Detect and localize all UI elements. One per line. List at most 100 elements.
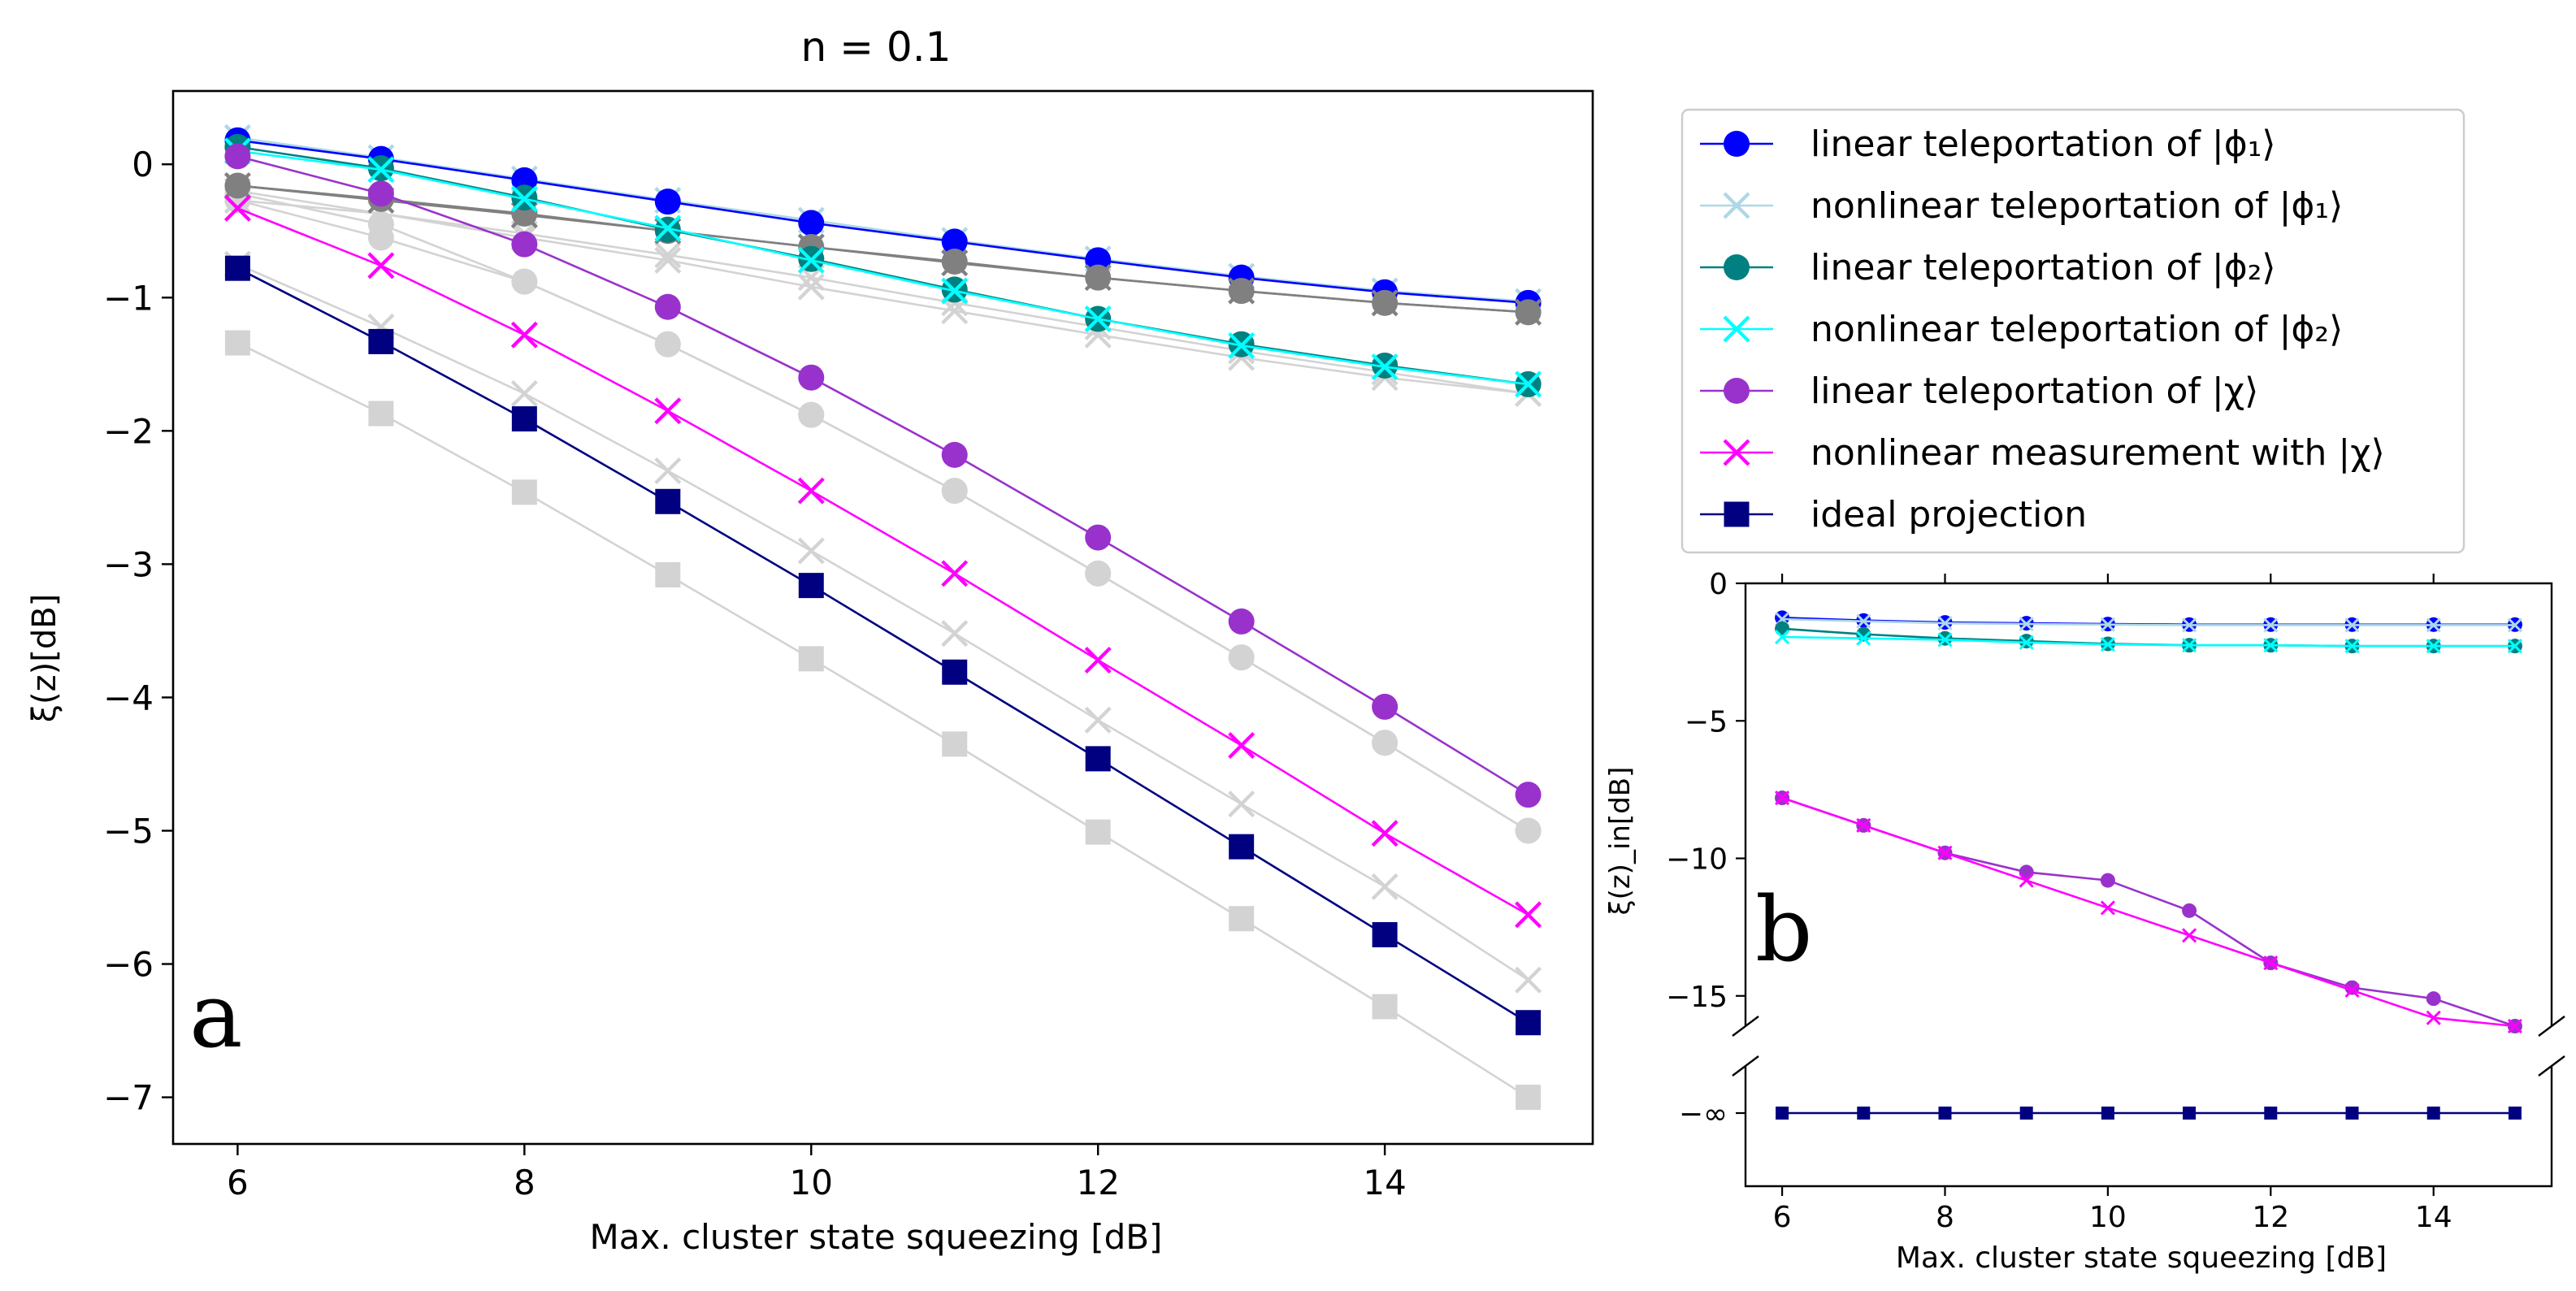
x-tick-label: 6	[1773, 1201, 1792, 1234]
panel-a-frame	[171, 89, 1594, 1146]
data-point	[223, 171, 251, 199]
data-point	[367, 180, 394, 207]
data-point	[510, 321, 538, 349]
panel-b-plot-area	[1775, 610, 2522, 1120]
y-tick-label: −15	[1666, 981, 1728, 1014]
data-point	[797, 246, 825, 274]
series-line	[237, 155, 1529, 796]
data-point	[2019, 1107, 2033, 1120]
data-point	[2182, 903, 2197, 918]
data-point	[511, 231, 538, 258]
data-point	[1516, 1010, 1542, 1036]
series-line	[237, 199, 1529, 395]
panel-b-label: b	[1755, 877, 1812, 981]
data-point	[654, 331, 681, 357]
data-point	[654, 246, 682, 274]
panel-b-axes: 6 8 10 12 14 0 −5 −10 −15 −∞	[1666, 568, 2565, 1234]
data-point	[1515, 817, 1542, 844]
data-point	[2344, 617, 2360, 633]
data-point	[1515, 370, 1542, 398]
data-point	[798, 210, 825, 236]
data-point	[1937, 616, 1953, 631]
data-point	[2426, 1010, 2441, 1025]
data-point	[797, 273, 825, 301]
data-point	[2426, 991, 2441, 1007]
axis-break-mark	[1732, 1016, 1759, 1037]
y-tick-label: 0	[1709, 568, 1728, 601]
data-point	[655, 562, 681, 588]
data-point	[2182, 617, 2197, 633]
legend-entry: nonlinear teleportation of |ϕ₁⟩	[1700, 185, 2343, 227]
series-line	[237, 199, 1529, 832]
data-point	[2263, 617, 2279, 633]
data-point	[2426, 617, 2441, 633]
data-point	[1856, 817, 1871, 833]
data-point	[941, 620, 969, 648]
data-point	[1515, 782, 1542, 808]
data-point	[1856, 613, 1871, 629]
data-point	[2019, 635, 2034, 650]
series-line	[236, 207, 1529, 916]
data-point	[1228, 644, 1255, 671]
series-line	[237, 149, 1529, 386]
data-point	[2019, 617, 2034, 632]
data-point	[1515, 298, 1542, 326]
legend: linear teleportation of |ϕ₁⟩ nonlinear te…	[1680, 108, 2465, 554]
data-point	[1515, 901, 1542, 929]
data-point	[2426, 639, 2441, 654]
data-point	[2100, 900, 2115, 916]
data-point	[941, 478, 968, 505]
panel-b-lower-frame	[1744, 1066, 2553, 1188]
data-point	[2183, 1107, 2197, 1120]
data-point	[654, 188, 681, 215]
data-point	[1775, 621, 1790, 636]
data-point	[2264, 1107, 2278, 1120]
data-point	[798, 646, 824, 672]
legend-label: nonlinear measurement with |χ⟩	[1811, 432, 2385, 474]
data-point	[1085, 819, 1111, 845]
data-point	[1228, 608, 1255, 635]
data-point	[511, 268, 538, 295]
data-point	[941, 228, 968, 255]
data-point	[1371, 873, 1399, 900]
legend-marker	[1724, 131, 1750, 157]
legend-entry: linear teleportation of |ϕ₂⟩	[1700, 247, 2276, 288]
panel-b-series-3	[1775, 629, 2522, 654]
data-point	[2426, 1107, 2440, 1120]
data-point	[510, 379, 538, 407]
data-point	[224, 255, 250, 281]
panel-a-chart: n = 0.1 6 8 10 12 14 0 −1 −2 −3 −4 −5 −6 −7 ξ(z)[dB]…	[26, 24, 1594, 1257]
legend-entry: nonlinear measurement with |χ⟩	[1700, 432, 2385, 474]
data-point	[1938, 1107, 1952, 1120]
data-point	[654, 293, 681, 320]
series-line	[236, 341, 1529, 1098]
data-point	[1371, 353, 1399, 381]
y-tick-label: −3	[103, 544, 154, 584]
data-point	[2101, 1107, 2114, 1120]
legend-marker	[1723, 439, 1750, 466]
axis-break-mark	[2538, 1016, 2565, 1037]
data-point	[941, 560, 969, 587]
data-point	[2507, 617, 2522, 633]
legend-label: nonlinear teleportation of |ϕ₂⟩	[1811, 309, 2343, 350]
data-point	[2344, 639, 2360, 654]
panel-a-axes: 6 8 10 12 14 0 −1 −2 −3 −4 −5 −6 −7	[103, 89, 1594, 1202]
data-point	[2100, 637, 2115, 652]
data-point	[2344, 982, 2360, 999]
data-point	[798, 401, 825, 428]
data-point	[1085, 746, 1111, 772]
series-line	[237, 145, 1529, 386]
legend-label: nonlinear teleportation of |ϕ₁⟩	[1811, 185, 2343, 227]
panel-b-chart: 6 8 10 12 14 0 −5 −10 −15 −∞ ξ(z)_in[dB] Max. clu…	[1604, 568, 2565, 1275]
y-tick-label: −5	[103, 811, 154, 851]
data-point	[1228, 731, 1255, 760]
data-point	[511, 479, 537, 505]
data-point	[224, 330, 250, 356]
data-point	[2100, 617, 2115, 632]
data-point	[1228, 277, 1255, 305]
panel-a-title: n = 0.1	[801, 24, 952, 71]
data-point	[1857, 1107, 1871, 1120]
data-point	[1372, 921, 1398, 947]
panel-b-upper-frame	[1744, 582, 2553, 1026]
data-point	[2263, 638, 2279, 653]
